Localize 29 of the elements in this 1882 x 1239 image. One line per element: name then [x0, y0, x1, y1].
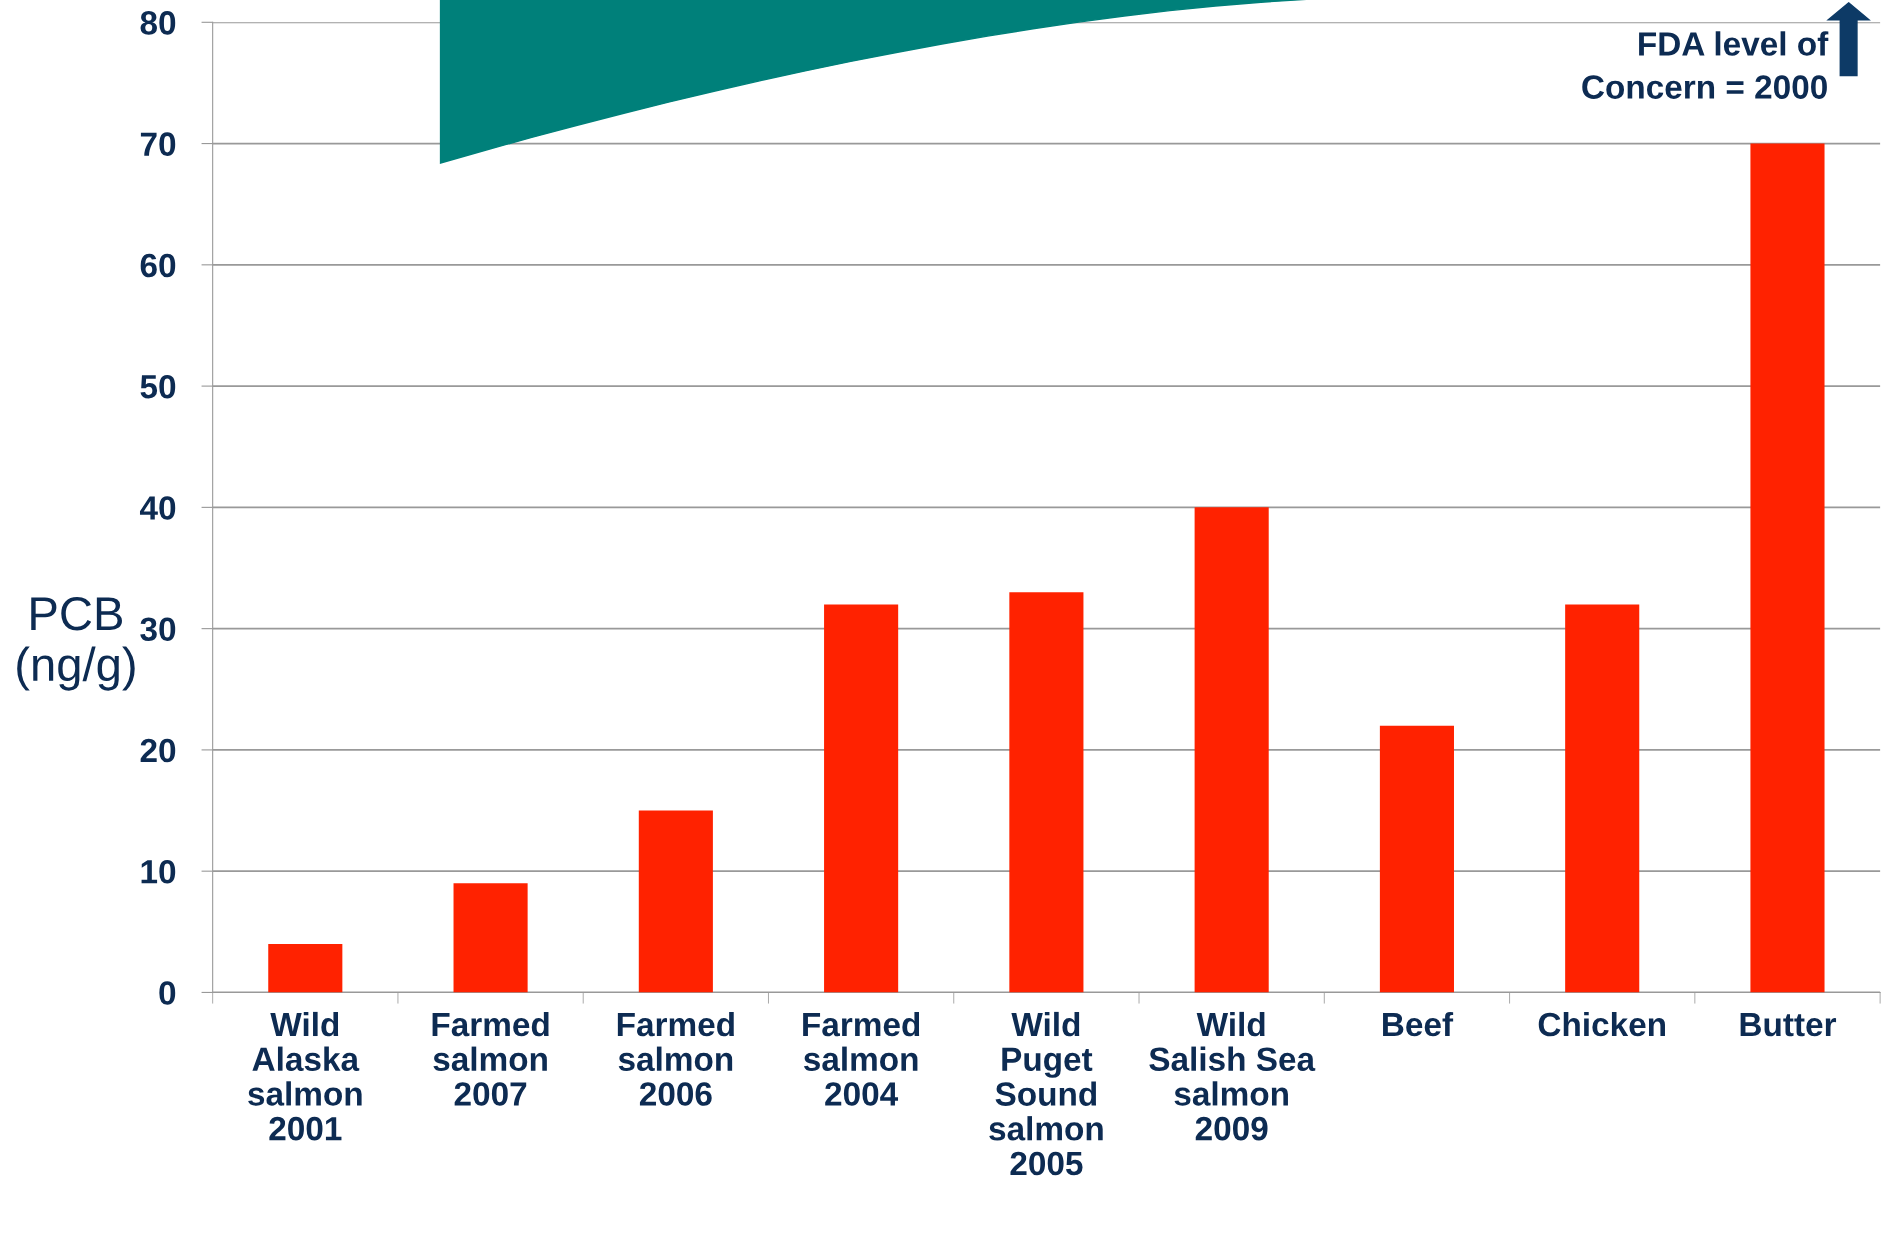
- bar: [1379, 725, 1454, 993]
- y-tick-label: 80: [140, 11, 176, 35]
- bar: [1750, 143, 1825, 993]
- y-tick-label: 0: [159, 981, 176, 1005]
- y-tick-label: 10: [141, 859, 176, 884]
- y-tick-label: 20: [140, 738, 176, 763]
- bar: [1565, 604, 1640, 993]
- x-tick-label: Chicken: [1538, 1011, 1665, 1037]
- annotation: FDA level of Concern = 2000: [1582, 31, 1829, 99]
- x-tick-label: Butter: [1740, 1013, 1837, 1037]
- y-tick-label: 70: [140, 132, 176, 156]
- x-tick-label: Wild Alaska salmon 2001: [248, 1011, 362, 1141]
- y-tick-label: 40: [139, 496, 176, 520]
- x-tick-label: Farmed salmon 2004: [803, 1011, 920, 1106]
- bar: [1194, 507, 1269, 993]
- bar: [638, 810, 713, 993]
- bar: [1009, 592, 1084, 993]
- y-tick-label: 30: [140, 617, 176, 642]
- bar: [453, 883, 528, 993]
- x-tick-label: Farmed salmon 2006: [617, 1011, 734, 1106]
- y-axis-title: PCB (ng/g): [17, 596, 135, 691]
- bar: [824, 604, 899, 993]
- bar: [268, 943, 343, 993]
- x-tick-label: Beef: [1383, 1011, 1454, 1037]
- y-tick-label: 60: [140, 253, 176, 278]
- x-tick-label: Wild Puget Sound salmon 2005: [989, 1011, 1103, 1176]
- x-tick-label: Wild Salish Sea salmon 2009: [1149, 1011, 1316, 1141]
- y-tick-label: 50: [140, 374, 176, 399]
- x-tick-label: Farmed salmon 2007: [432, 1011, 549, 1106]
